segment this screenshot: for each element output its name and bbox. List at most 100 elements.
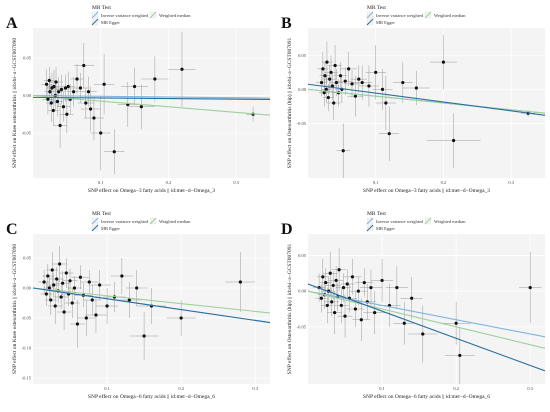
data-point xyxy=(63,86,68,90)
y-tick-label: 0.00 xyxy=(298,87,307,92)
data-point xyxy=(44,82,49,86)
legend-title: MR Test xyxy=(367,211,386,217)
data-point xyxy=(454,321,458,325)
data-point xyxy=(55,99,59,104)
data-point xyxy=(350,275,355,279)
data-point xyxy=(49,298,53,302)
y-tick-label: 0.00 xyxy=(23,93,32,98)
x-tick-label: 0.2 xyxy=(453,386,459,391)
y-tick-label: 0.05 xyxy=(23,256,32,261)
data-point xyxy=(44,292,48,296)
x-tick-label: 0.1 xyxy=(379,386,385,391)
data-point xyxy=(52,283,56,287)
data-point xyxy=(325,60,329,64)
data-point xyxy=(179,316,183,320)
panel-d: D MR Test Inverse variance weighted MR Egge… xyxy=(281,211,545,400)
regression-line-egger xyxy=(33,96,270,101)
data-point xyxy=(451,138,456,143)
x-tick-label: 0.3 xyxy=(233,180,239,185)
data-point xyxy=(47,286,51,290)
data-point xyxy=(49,101,53,105)
legend-label-egger: MR Egger xyxy=(101,226,120,231)
data-points xyxy=(313,248,542,384)
data-point xyxy=(99,131,103,135)
legend: MR Test Inverse variance weighted MR Egger… xyxy=(366,5,466,26)
legend-label-ivw: Inverse variance weighted xyxy=(376,13,424,18)
data-point xyxy=(84,316,88,320)
data-point xyxy=(132,84,137,89)
data-point xyxy=(78,86,82,90)
data-point xyxy=(328,77,332,81)
data-point xyxy=(54,80,58,84)
data-point xyxy=(102,82,106,86)
data-point xyxy=(319,296,323,300)
data-point xyxy=(380,278,384,283)
panel-label: A xyxy=(6,15,18,32)
data-point xyxy=(321,67,325,71)
data-point xyxy=(59,87,64,92)
legend-swatch-egger xyxy=(366,224,374,232)
data-point xyxy=(51,108,55,113)
legend: MR Test Inverse variance weighted MR Egger… xyxy=(91,211,191,232)
data-point xyxy=(374,70,378,74)
x-tick-label: 0.3 xyxy=(508,180,514,185)
data-point xyxy=(401,80,405,85)
data-point xyxy=(332,101,336,105)
y-tick-label: 0.05 xyxy=(298,253,307,258)
legend-label-ivw: Inverse variance weighted xyxy=(376,219,424,224)
data-point xyxy=(153,77,157,81)
regression-lines xyxy=(33,94,270,116)
data-point xyxy=(50,268,54,272)
data-point xyxy=(61,281,65,285)
x-tick-label: 0.2 xyxy=(441,180,447,185)
data-points xyxy=(316,34,535,178)
legend-title: MR Test xyxy=(92,211,111,217)
regression-lines xyxy=(308,283,545,372)
legend-swatch-egger xyxy=(366,18,374,26)
regression-line-egger xyxy=(308,283,545,372)
data-point xyxy=(72,90,76,94)
data-point xyxy=(321,275,325,279)
x-axis-title: SNP effect on Omega−3 fatty acids || id:… xyxy=(363,187,490,194)
data-point xyxy=(341,285,346,290)
y-tick-label: -0.15 xyxy=(22,376,32,381)
data-point xyxy=(88,107,93,111)
regression-line-ivw xyxy=(33,94,270,99)
data-point xyxy=(334,278,338,283)
data-point xyxy=(328,271,332,275)
data-point xyxy=(68,279,72,283)
x-tick-label: 0.1 xyxy=(104,386,110,391)
data-point xyxy=(42,280,46,284)
data-point xyxy=(48,90,52,94)
data-point xyxy=(345,282,349,286)
data-point xyxy=(337,268,341,272)
data-point xyxy=(350,82,354,86)
data-point xyxy=(329,70,333,74)
data-point xyxy=(55,277,59,281)
y-axis-title: SNP effect on Osteoarthritis (hip) || id… xyxy=(286,243,293,374)
y-tick-label: 0.05 xyxy=(23,56,32,61)
regression-lines xyxy=(308,83,545,116)
data-point xyxy=(112,150,116,154)
regression-line-egger xyxy=(33,287,270,324)
legend-label-egger: MR Egger xyxy=(376,226,395,231)
data-point xyxy=(353,94,357,98)
legend-label-wm: Weighted median xyxy=(434,13,466,18)
y-tick-label: -0.10 xyxy=(22,346,32,351)
panel-label: B xyxy=(281,15,292,32)
data-point xyxy=(458,353,462,358)
data-point xyxy=(62,310,66,314)
legend-swatch-ivw xyxy=(366,217,374,225)
data-point xyxy=(338,74,343,78)
legend: MR Test Inverse variance weighted MR Egger… xyxy=(91,5,191,26)
data-point xyxy=(362,280,366,285)
data-point xyxy=(359,318,363,322)
x-tick-label: 0.2 xyxy=(178,386,184,391)
regression-line-wm xyxy=(308,88,545,114)
data-point xyxy=(343,79,347,83)
legend-swatch-ivw xyxy=(91,217,99,225)
data-point xyxy=(72,286,77,290)
data-point xyxy=(360,80,364,85)
x-tick-label: 0.3 xyxy=(527,386,533,391)
panel-a: A MR Test Inverse variance weighted MR Egge… xyxy=(6,5,270,194)
